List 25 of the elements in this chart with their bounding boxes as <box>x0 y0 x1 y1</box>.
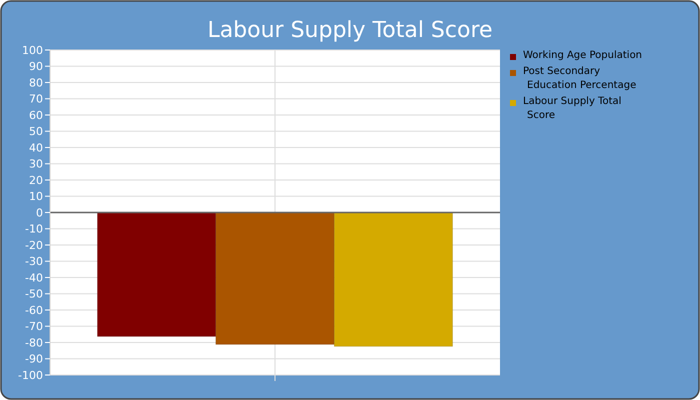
y-tick-label: -60 <box>25 304 43 317</box>
y-tick-label: 0 <box>36 206 43 220</box>
y-tick-label: 90 <box>29 60 43 74</box>
y-tick-label: -50 <box>25 288 43 301</box>
y-tick-label: -30 <box>25 255 43 268</box>
y-tick-label: -20 <box>25 238 43 252</box>
y-tick-label: -70 <box>25 320 43 334</box>
y-tick-label: -80 <box>25 336 43 350</box>
chart-title: Labour Supply Total Score <box>207 18 493 43</box>
y-tick-label: -10 <box>25 222 43 236</box>
legend-label: Labour Supply Total Score <box>523 96 622 121</box>
y-tick-label: -40 <box>25 271 43 284</box>
y-tick-label: 10 <box>29 190 43 204</box>
y-tick-label: -100 <box>18 368 43 382</box>
y-tick-label: 100 <box>22 44 43 57</box>
legend-label: Working Age Population <box>523 50 642 61</box>
y-tick-label: 70 <box>29 92 43 106</box>
y-tick-label: 50 <box>29 125 43 138</box>
y-tick-label: 30 <box>29 158 43 171</box>
y-tick-label: 20 <box>29 174 43 187</box>
y-tick-label: -90 <box>25 352 43 366</box>
y-tick-label: 80 <box>29 76 43 90</box>
y-tick-label: 40 <box>29 141 43 154</box>
legend-label: Post Secondary Education Percentage <box>523 66 636 91</box>
y-tick-label: 60 <box>29 108 43 122</box>
